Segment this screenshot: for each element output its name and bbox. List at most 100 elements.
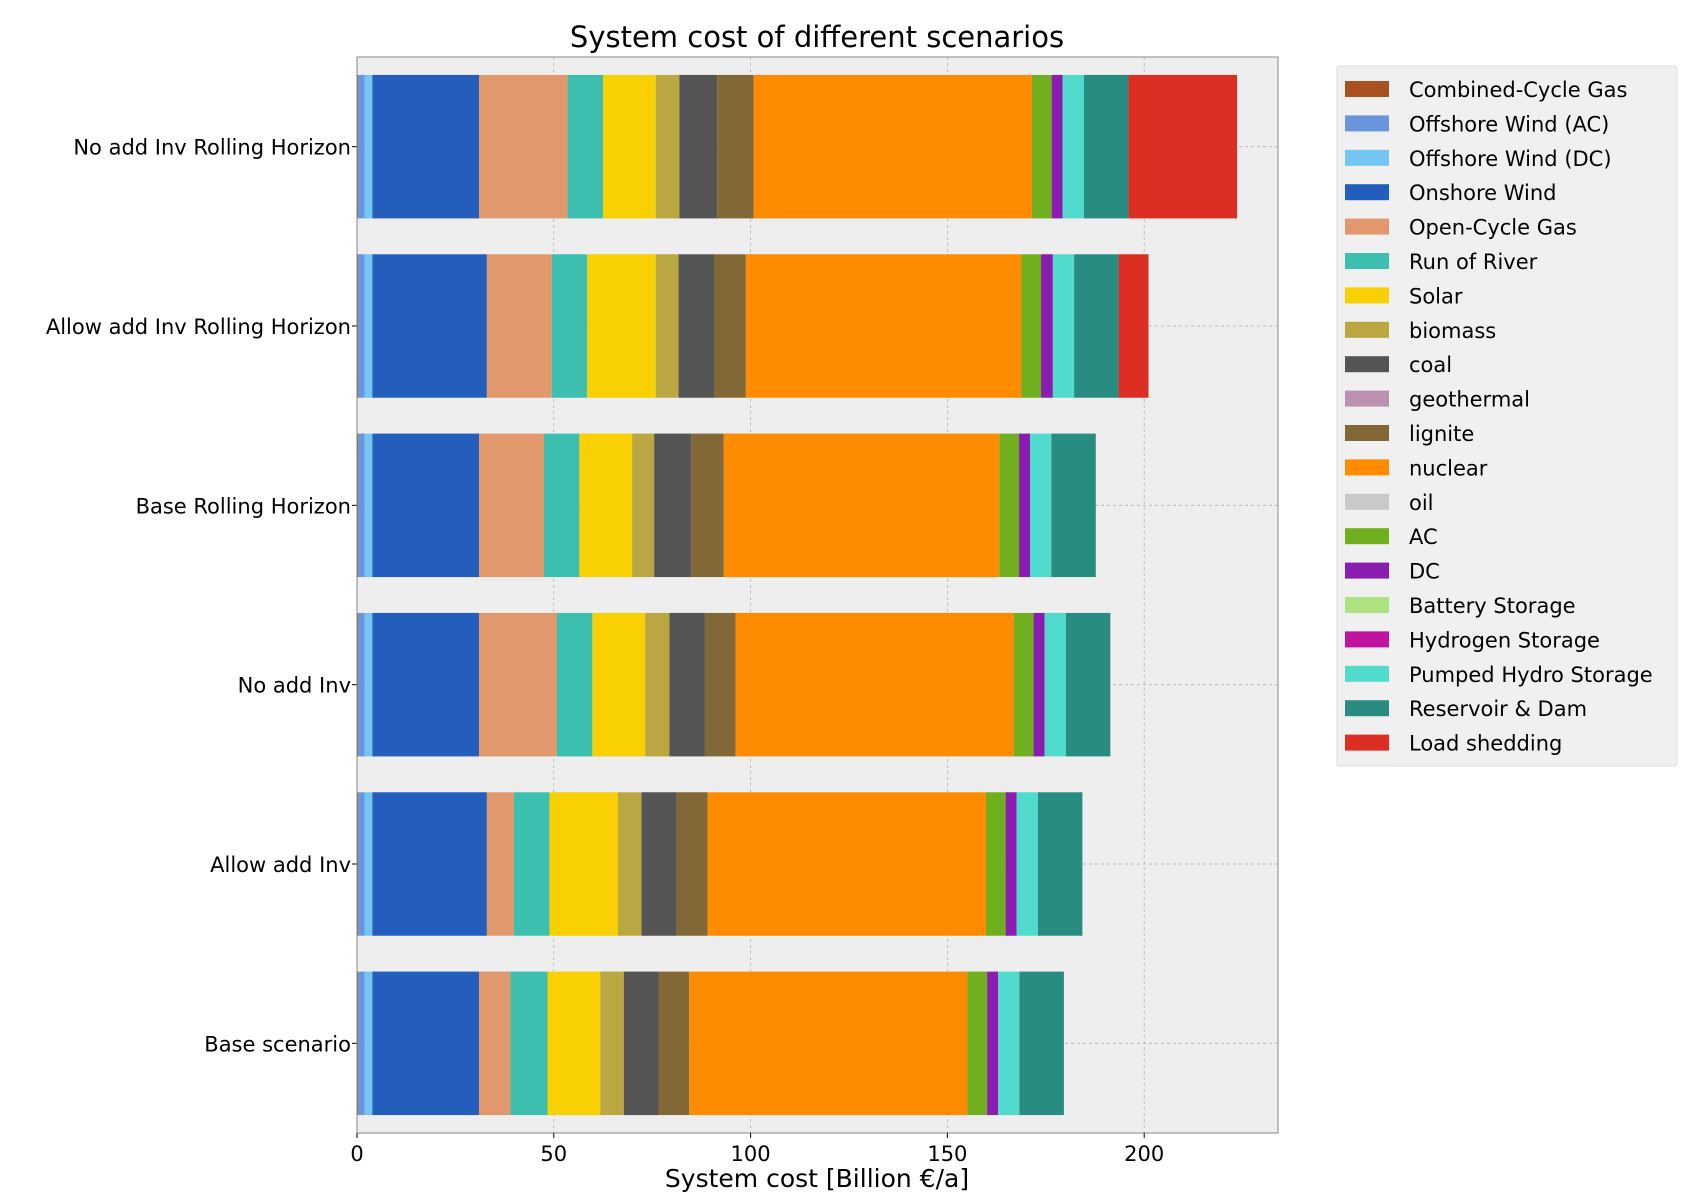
- legend-swatch: [1345, 734, 1389, 751]
- legend-label: DC: [1409, 560, 1440, 584]
- y-tick-label: Allow add Inv: [210, 853, 351, 877]
- legend-box: [1336, 65, 1678, 767]
- bar-segment: nuclear: 70.7: [689, 971, 968, 1116]
- legend-swatch: [1345, 149, 1389, 166]
- legend-label: Battery Storage: [1409, 594, 1576, 618]
- legend-label: nuclear: [1409, 456, 1488, 480]
- legend-swatch: [1345, 528, 1389, 545]
- legend-swatch: [1345, 184, 1389, 201]
- bar-segment: Solar: 13.4: [579, 433, 633, 578]
- legend-swatch: [1345, 631, 1389, 648]
- bar-segment: Solar: 13.4: [592, 612, 646, 757]
- bar-segment: AC: 5: [1021, 254, 1042, 398]
- bar-segment: lignite: 8.3: [691, 433, 724, 578]
- bar-segment: Combined-Cycle Gas: 0.3: [357, 74, 359, 219]
- legend-swatch: [1345, 562, 1389, 579]
- legend-label: Onshore Wind: [1409, 181, 1556, 205]
- bar-segment: Offshore Wind (AC): 1.6: [358, 612, 365, 757]
- legend-swatch: [1345, 81, 1389, 97]
- bar-segment: DC: 2.8: [1033, 612, 1045, 757]
- bar-segment: coal: 9.4: [654, 433, 692, 578]
- bar-segment: Solar: 13.4: [547, 971, 601, 1116]
- x-tick-label: 100: [731, 1142, 771, 1166]
- bar-segment: Run of River: 9: [551, 254, 588, 398]
- legend-label: Solar: [1409, 284, 1463, 308]
- bar-segment: AC: 5: [967, 971, 988, 1116]
- bar-segment: biomass: 6: [655, 74, 680, 219]
- legend: Combined-Cycle Gas Offshore Wind (AC) Offs…: [1336, 65, 1678, 767]
- bar-segment: Solar: 13.4: [602, 74, 656, 219]
- bar-segment: Run of River: 9.4: [510, 971, 548, 1116]
- bar-segment: Offshore Wind (AC): 1.6: [358, 971, 365, 1116]
- bar-segment: Reservoir & Dam: 11.3: [1083, 74, 1129, 219]
- legend-swatch: [1345, 218, 1389, 235]
- bar-segment: Open-Cycle Gas: 19.8: [479, 612, 557, 757]
- legend-label: Combined-Cycle Gas: [1409, 78, 1627, 102]
- bar-segment: biomass: 6: [617, 792, 642, 936]
- bar-segment: Reservoir & Dam: 11.3: [1065, 612, 1111, 757]
- legend-label: Open-Cycle Gas: [1409, 216, 1577, 240]
- bar-segment: Run of River: 9: [543, 433, 580, 578]
- bar-segment: Onshore Wind: 27.1: [372, 433, 480, 578]
- bar-segment: Offshore Wind (DC): 2: [364, 612, 373, 757]
- legend-swatch: [1345, 356, 1389, 373]
- x-tick-label: 0: [350, 1142, 363, 1166]
- legend-swatch: [1345, 597, 1389, 613]
- bar-segment: DC: 2.8: [987, 971, 999, 1116]
- bar-segment: lignite: 8.1: [713, 254, 746, 398]
- legend-label: Offshore Wind (DC): [1409, 147, 1612, 171]
- legend-label: Reservoir & Dam: [1409, 697, 1587, 721]
- bar-segment: Onshore Wind: 29.1: [372, 254, 487, 398]
- bar-segment: AC: 5: [985, 792, 1006, 936]
- legend-label: oil: [1409, 491, 1434, 515]
- bar-segment: coal: 9: [669, 612, 705, 757]
- bar-segment: Onshore Wind: 27.1: [372, 971, 480, 1116]
- legend-swatch: [1345, 459, 1389, 476]
- bar-segment: coal: 8.9: [641, 792, 677, 936]
- bar-segment: Offshore Wind (DC): 2: [364, 433, 373, 578]
- bar-segment: Reservoir & Dam: 11.3: [1037, 792, 1083, 936]
- x-axis-label: System cost [Billion €/a]: [665, 1164, 969, 1193]
- bar-segment: AC: 5: [999, 433, 1020, 578]
- bar-segment: DC: 2.8: [1051, 74, 1063, 219]
- legend-label: coal: [1409, 353, 1452, 377]
- bar-segment: Reservoir & Dam: 11.3: [1019, 971, 1064, 1116]
- x-tick-label: 200: [1124, 1142, 1164, 1166]
- plot-area: Combined-Cycle Gas: 0.3Offshore Wind (AC…: [46, 56, 1279, 1166]
- bar-segment: nuclear: 70.7: [707, 792, 986, 936]
- bar-segment: Pumped Hydro Storage: 5.4: [1016, 792, 1038, 936]
- bar-segment: nuclear: 70.7: [735, 612, 1014, 757]
- bar-segment: Onshore Wind: 27.1: [372, 74, 480, 219]
- x-tick-label: 50: [540, 1142, 567, 1166]
- bar-segment: Onshore Wind: 29.1: [372, 792, 487, 936]
- bar-segment: AC: 5: [1013, 612, 1034, 757]
- bar-segment: Pumped Hydro Storage: 5.4: [1030, 433, 1052, 578]
- bar-segment: Pumped Hydro Storage: 5.4: [1052, 254, 1075, 398]
- legend-swatch: [1345, 425, 1389, 441]
- bar-segment: coal: 9.6: [679, 74, 718, 219]
- bar-segment: Offshore Wind (DC): 2: [364, 254, 373, 398]
- bar-segment: Combined-Cycle Gas: 0.3: [357, 612, 359, 757]
- bar-segment: Offshore Wind (DC): 2: [364, 792, 373, 936]
- bar-segment: Open-Cycle Gas: 8: [479, 971, 511, 1116]
- bar-segment: Open-Cycle Gas: 16.5: [486, 254, 552, 398]
- bar-segment: Combined-Cycle Gas: 0.3: [357, 971, 359, 1116]
- bar-segment: lignite: 7.8: [658, 971, 690, 1116]
- legend-swatch: [1345, 321, 1389, 338]
- bar-segment: Offshore Wind (AC): 1.6: [358, 792, 365, 936]
- bar-segment: nuclear: 70: [723, 433, 1000, 578]
- legend-label: Run of River: [1409, 250, 1538, 274]
- bar-segment: Offshore Wind (AC): 1.6: [358, 254, 365, 398]
- bar-segment: DC: 2.8: [1019, 433, 1031, 578]
- legend-label: AC: [1409, 525, 1438, 549]
- bar-segment: Run of River: 9: [556, 612, 593, 757]
- legend-label: Load shedding: [1409, 732, 1562, 756]
- y-tick-label: No add Inv: [238, 674, 351, 698]
- bar-segment: Reservoir & Dam: 11.3: [1074, 254, 1119, 398]
- bar-segment: lignite: 9.3: [717, 74, 754, 219]
- bar-segment: Reservoir & Dam: 11.3: [1051, 433, 1096, 578]
- y-tick-label: Base scenario: [204, 1032, 351, 1056]
- bar-segment: Solar: 17.4: [587, 254, 656, 398]
